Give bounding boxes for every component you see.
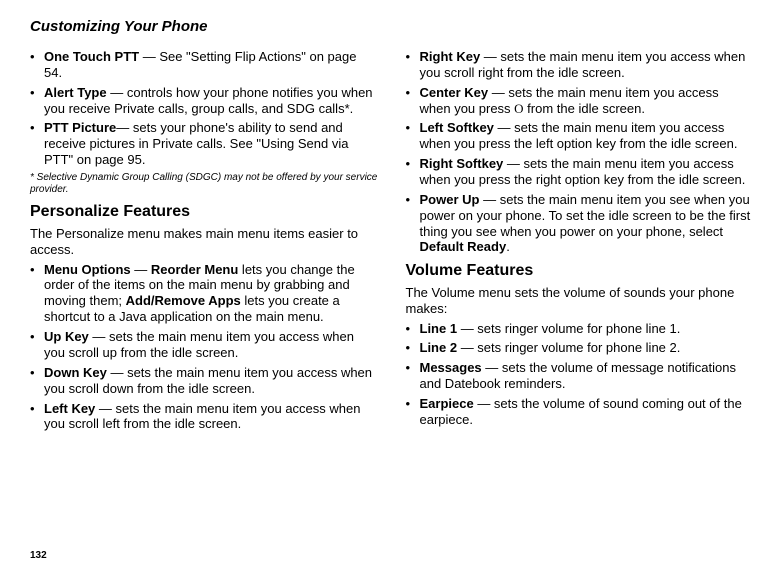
item-label: Left Softkey xyxy=(420,120,494,135)
heading-volume: Volume Features xyxy=(406,261,754,281)
ok-key-icon: O xyxy=(514,101,523,116)
page-header: Customizing Your Phone xyxy=(30,18,753,35)
item-label: Right Key xyxy=(420,49,481,64)
left-list-2: Menu Options — Reorder Menu lets you cha… xyxy=(30,262,378,433)
list-item: One Touch PTT — See "Setting Flip Action… xyxy=(30,49,378,81)
item-label: Power Up xyxy=(420,192,480,207)
item-text: — xyxy=(131,262,151,277)
item-text: . xyxy=(506,239,510,254)
right-list-2: Line 1 — sets ringer volume for phone li… xyxy=(406,321,754,428)
paragraph: The Personalize menu makes main menu ite… xyxy=(30,226,378,258)
list-item: Messages — sets the volume of message no… xyxy=(406,360,754,392)
item-label: Menu Options xyxy=(44,262,131,277)
list-item: Left Softkey — sets the main menu item y… xyxy=(406,120,754,152)
right-list-1: Right Key — sets the main menu item you … xyxy=(406,49,754,255)
left-list-1: One Touch PTT — See "Setting Flip Action… xyxy=(30,49,378,168)
list-item: Menu Options — Reorder Menu lets you cha… xyxy=(30,262,378,325)
footnote: * Selective Dynamic Group Calling (SDGC)… xyxy=(30,172,378,196)
item-label: Line 1 xyxy=(420,321,458,336)
page-number: 132 xyxy=(30,550,47,561)
item-label: Add/Remove Apps xyxy=(126,293,241,308)
item-label: Messages xyxy=(420,360,482,375)
list-item: Center Key — sets the main menu item you… xyxy=(406,85,754,117)
item-label: Up Key xyxy=(44,329,89,344)
list-item: Earpiece — sets the volume of sound comi… xyxy=(406,396,754,428)
item-label: Center Key xyxy=(420,85,489,100)
item-label: Default Ready xyxy=(420,239,507,254)
item-text: from the idle screen. xyxy=(524,101,645,116)
list-item: Line 2 — sets ringer volume for phone li… xyxy=(406,340,754,356)
item-text: — sets ringer volume for phone line 1. xyxy=(457,321,680,336)
item-label: One Touch PTT xyxy=(44,49,139,64)
item-label: PTT Picture xyxy=(44,120,116,135)
right-column: Right Key — sets the main menu item you … xyxy=(406,49,754,436)
item-label: Alert Type xyxy=(44,85,107,100)
list-item: Right Key — sets the main menu item you … xyxy=(406,49,754,81)
item-text: — sets ringer volume for phone line 2. xyxy=(457,340,680,355)
item-label: Left Key xyxy=(44,401,95,416)
paragraph: The Volume menu sets the volume of sound… xyxy=(406,285,754,317)
item-label: Reorder Menu xyxy=(151,262,238,277)
list-item: Left Key — sets the main menu item you a… xyxy=(30,401,378,433)
item-label: Earpiece xyxy=(420,396,474,411)
item-label: Down Key xyxy=(44,365,107,380)
list-item: Up Key — sets the main menu item you acc… xyxy=(30,329,378,361)
list-item: Alert Type — controls how your phone not… xyxy=(30,85,378,117)
item-label: Line 2 xyxy=(420,340,458,355)
list-item: Down Key — sets the main menu item you a… xyxy=(30,365,378,397)
item-label: Right Softkey xyxy=(420,156,504,171)
list-item: Power Up — sets the main menu item you s… xyxy=(406,192,754,255)
list-item: Line 1 — sets ringer volume for phone li… xyxy=(406,321,754,337)
heading-personalize: Personalize Features xyxy=(30,202,378,222)
content-columns: One Touch PTT — See "Setting Flip Action… xyxy=(30,49,753,436)
left-column: One Touch PTT — See "Setting Flip Action… xyxy=(30,49,378,436)
item-text: — sets the main menu item you access whe… xyxy=(44,329,354,360)
list-item: Right Softkey — sets the main menu item … xyxy=(406,156,754,188)
list-item: PTT Picture— sets your phone's ability t… xyxy=(30,120,378,168)
